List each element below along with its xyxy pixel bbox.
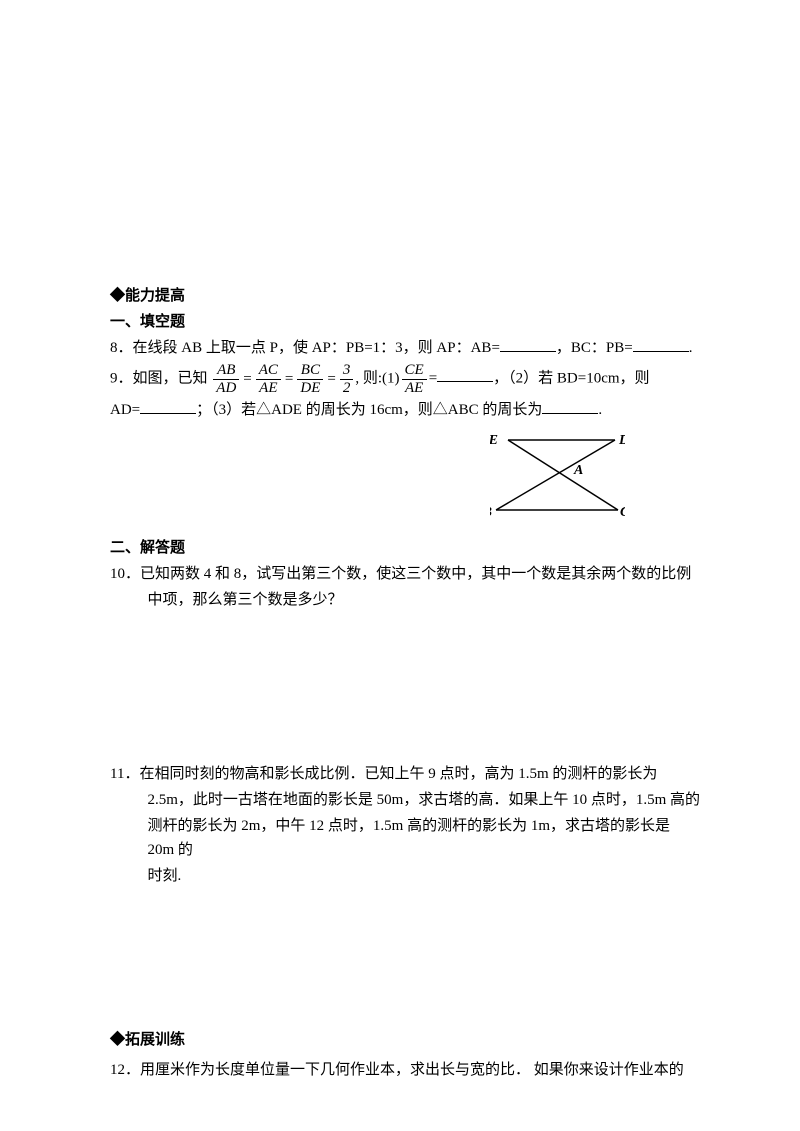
question-9-line1: 9．如图，已知 ABAD = ACAE = BCDE = 32 , 则:(1) … <box>110 362 700 396</box>
question-11-line4: 时刻. <box>110 864 700 888</box>
blank-field <box>542 399 598 414</box>
q9-number: 9． <box>110 370 133 386</box>
frac-num: 3 <box>340 362 354 379</box>
q11-l1: 在相同时刻的物高和影长成比例．已知上午 9 点时，高为 1.5m 的测杆的影长为 <box>139 766 657 782</box>
svg-text:D: D <box>618 433 625 448</box>
q11-l4: 时刻. <box>148 868 182 884</box>
frac-den: 2 <box>340 379 354 397</box>
q9-text-1: 如图，已知 <box>133 370 208 386</box>
q12-l1: 用厘米作为长度单位量一下几何作业本，求出长与宽的比． 如果你来设计作业本的 <box>140 1062 684 1078</box>
subsection-solve: 二、解答题 <box>110 536 700 560</box>
q8-text-3: . <box>689 340 693 356</box>
triangle-diagram: E D B C A <box>490 430 625 520</box>
frac-den: AD <box>213 379 239 397</box>
q9-text-4: ，（2）若 BD=10cm，则 <box>493 370 649 386</box>
q9-l2b: ；（3）若△ADE 的周长为 16cm，则△ABC 的周长为 <box>196 402 542 418</box>
q8-text-1: 在线段 AB 上取一点 P，使 AP：PB=1：3，则 AP：AB= <box>133 340 500 356</box>
blank-field <box>500 337 556 352</box>
svg-text:A: A <box>573 463 583 478</box>
question-10-line2: 中项，那么第三个数是多少？ <box>110 588 700 612</box>
section-heading-extension: ◆拓展训练 <box>110 1028 700 1052</box>
question-12: 12．用厘米作为长度单位量一下几何作业本，求出长与宽的比． 如果你来设计作业本的 <box>110 1058 700 1082</box>
q11-l3: 测杆的影长为 2m，中午 12 点时，1.5m 高的测杆的影长为 1m，求古塔的… <box>148 818 671 858</box>
q10-number: 10． <box>110 566 140 582</box>
q10-l1: 已知两数 4 和 8，试写出第三个数，使这三个数中，其中一个数是其余两个数的比例 <box>140 566 691 582</box>
frac-num: CE <box>402 362 427 379</box>
subsection-fill-blank: 一、填空题 <box>110 310 700 334</box>
q11-l2: 2.5m，此时一古塔在地面的影长是 50m，求古塔的高．如果上午 10 点时，1… <box>148 792 701 808</box>
question-11-line3: 测杆的影长为 2m，中午 12 点时，1.5m 高的测杆的影长为 1m，求古塔的… <box>110 814 700 862</box>
frac-den: AE <box>402 379 427 397</box>
q9-l2c: . <box>598 402 602 418</box>
svg-text:E: E <box>490 433 498 448</box>
q9-frac-ce-ae: CEAE <box>400 362 429 396</box>
blank-field <box>633 337 689 352</box>
q10-l2: 中项，那么第三个数是多少？ <box>148 592 343 608</box>
question-11: 11．在相同时刻的物高和影长成比例．已知上午 9 点时，高为 1.5m 的测杆的… <box>110 762 700 786</box>
blank-field <box>140 399 196 414</box>
frac-num: AC <box>256 362 281 379</box>
frac-den: DE <box>297 379 323 397</box>
question-9-line2: AD= ；（3）若△ADE 的周长为 16cm，则△ABC 的周长为. <box>110 398 700 422</box>
q9-eq: = <box>429 370 437 386</box>
geometry-figure: E D B C A <box>490 430 700 528</box>
section-heading-ability: ◆能力提高 <box>110 284 700 308</box>
document-body: ◆能力提高 一、填空题 8．在线段 AB 上取一点 P，使 AP：PB=1：3，… <box>110 280 700 1082</box>
q9-equation: ABAD = ACAE = BCDE = 32 <box>211 362 355 396</box>
frac-num: BC <box>297 362 323 379</box>
blank-field <box>437 367 493 382</box>
q11-number: 11． <box>110 766 139 782</box>
q9-l2a: AD= <box>110 402 140 418</box>
question-10: 10．已知两数 4 和 8，试写出第三个数，使这三个数中，其中一个数是其余两个数… <box>110 562 700 586</box>
question-11-line2: 2.5m，此时一古塔在地面的影长是 50m，求古塔的高．如果上午 10 点时，1… <box>110 788 700 812</box>
svg-text:C: C <box>620 505 625 520</box>
frac-den: AE <box>256 379 281 397</box>
q12-number: 12． <box>110 1062 140 1078</box>
frac-num: AB <box>213 362 239 379</box>
q8-number: 8． <box>110 340 133 356</box>
svg-text:B: B <box>490 505 492 520</box>
q8-text-2: ，BC：PB= <box>556 340 633 356</box>
q9-text-2: , 则:(1) <box>355 370 399 386</box>
question-8: 8．在线段 AB 上取一点 P，使 AP：PB=1：3，则 AP：AB= ，BC：… <box>110 336 700 360</box>
